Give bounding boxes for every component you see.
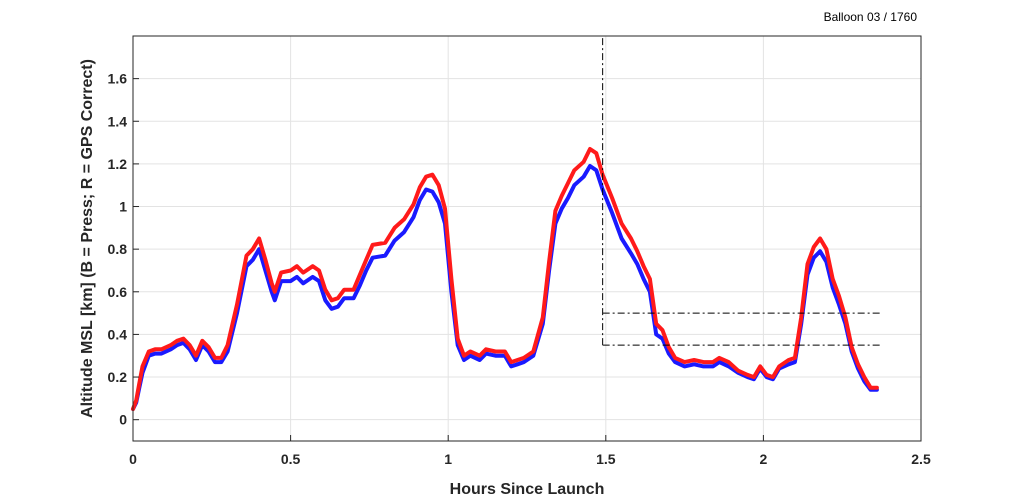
plot-frame	[132, 35, 922, 442]
x-tick-label: 2	[760, 451, 768, 467]
x-tick-label: 1.5	[596, 451, 616, 467]
tick-labels: 0 0.5 1 1.5 2 2.5 0 0.2 0.4 0.6 0.8 1 1.2 1.4 1.6	[108, 71, 931, 467]
series-line-gps	[131, 147, 879, 411]
y-tick-label: 0	[119, 412, 127, 428]
balloon-id-annotation: Balloon 03 / 1760	[824, 10, 918, 24]
y-tick-label: 0.8	[108, 241, 128, 257]
y-axis-label: Altitude MSL [km] (B = Press; R = GPS Co…	[79, 59, 96, 418]
y-tick-label: 0.2	[108, 369, 128, 385]
x-tick-label: 0.5	[281, 451, 301, 467]
plot-area	[133, 36, 921, 441]
y-tick-label: 1.4	[108, 113, 128, 129]
y-tick-label: 1.6	[108, 71, 128, 87]
y-tick-label: 0.4	[108, 326, 128, 342]
x-tick-label: 1	[444, 451, 452, 467]
x-axis-label: Hours Since Launch	[450, 481, 605, 498]
y-tick-label: 0.6	[108, 284, 128, 300]
y-tick-label: 1	[119, 199, 127, 215]
reference-lines	[602, 36, 881, 346]
x-tick-label: 0	[129, 451, 137, 467]
series-layer	[131, 147, 879, 411]
grid-lines	[132, 36, 922, 441]
y-tick-label: 1.2	[108, 156, 128, 172]
x-tick-label: 2.5	[911, 451, 931, 467]
